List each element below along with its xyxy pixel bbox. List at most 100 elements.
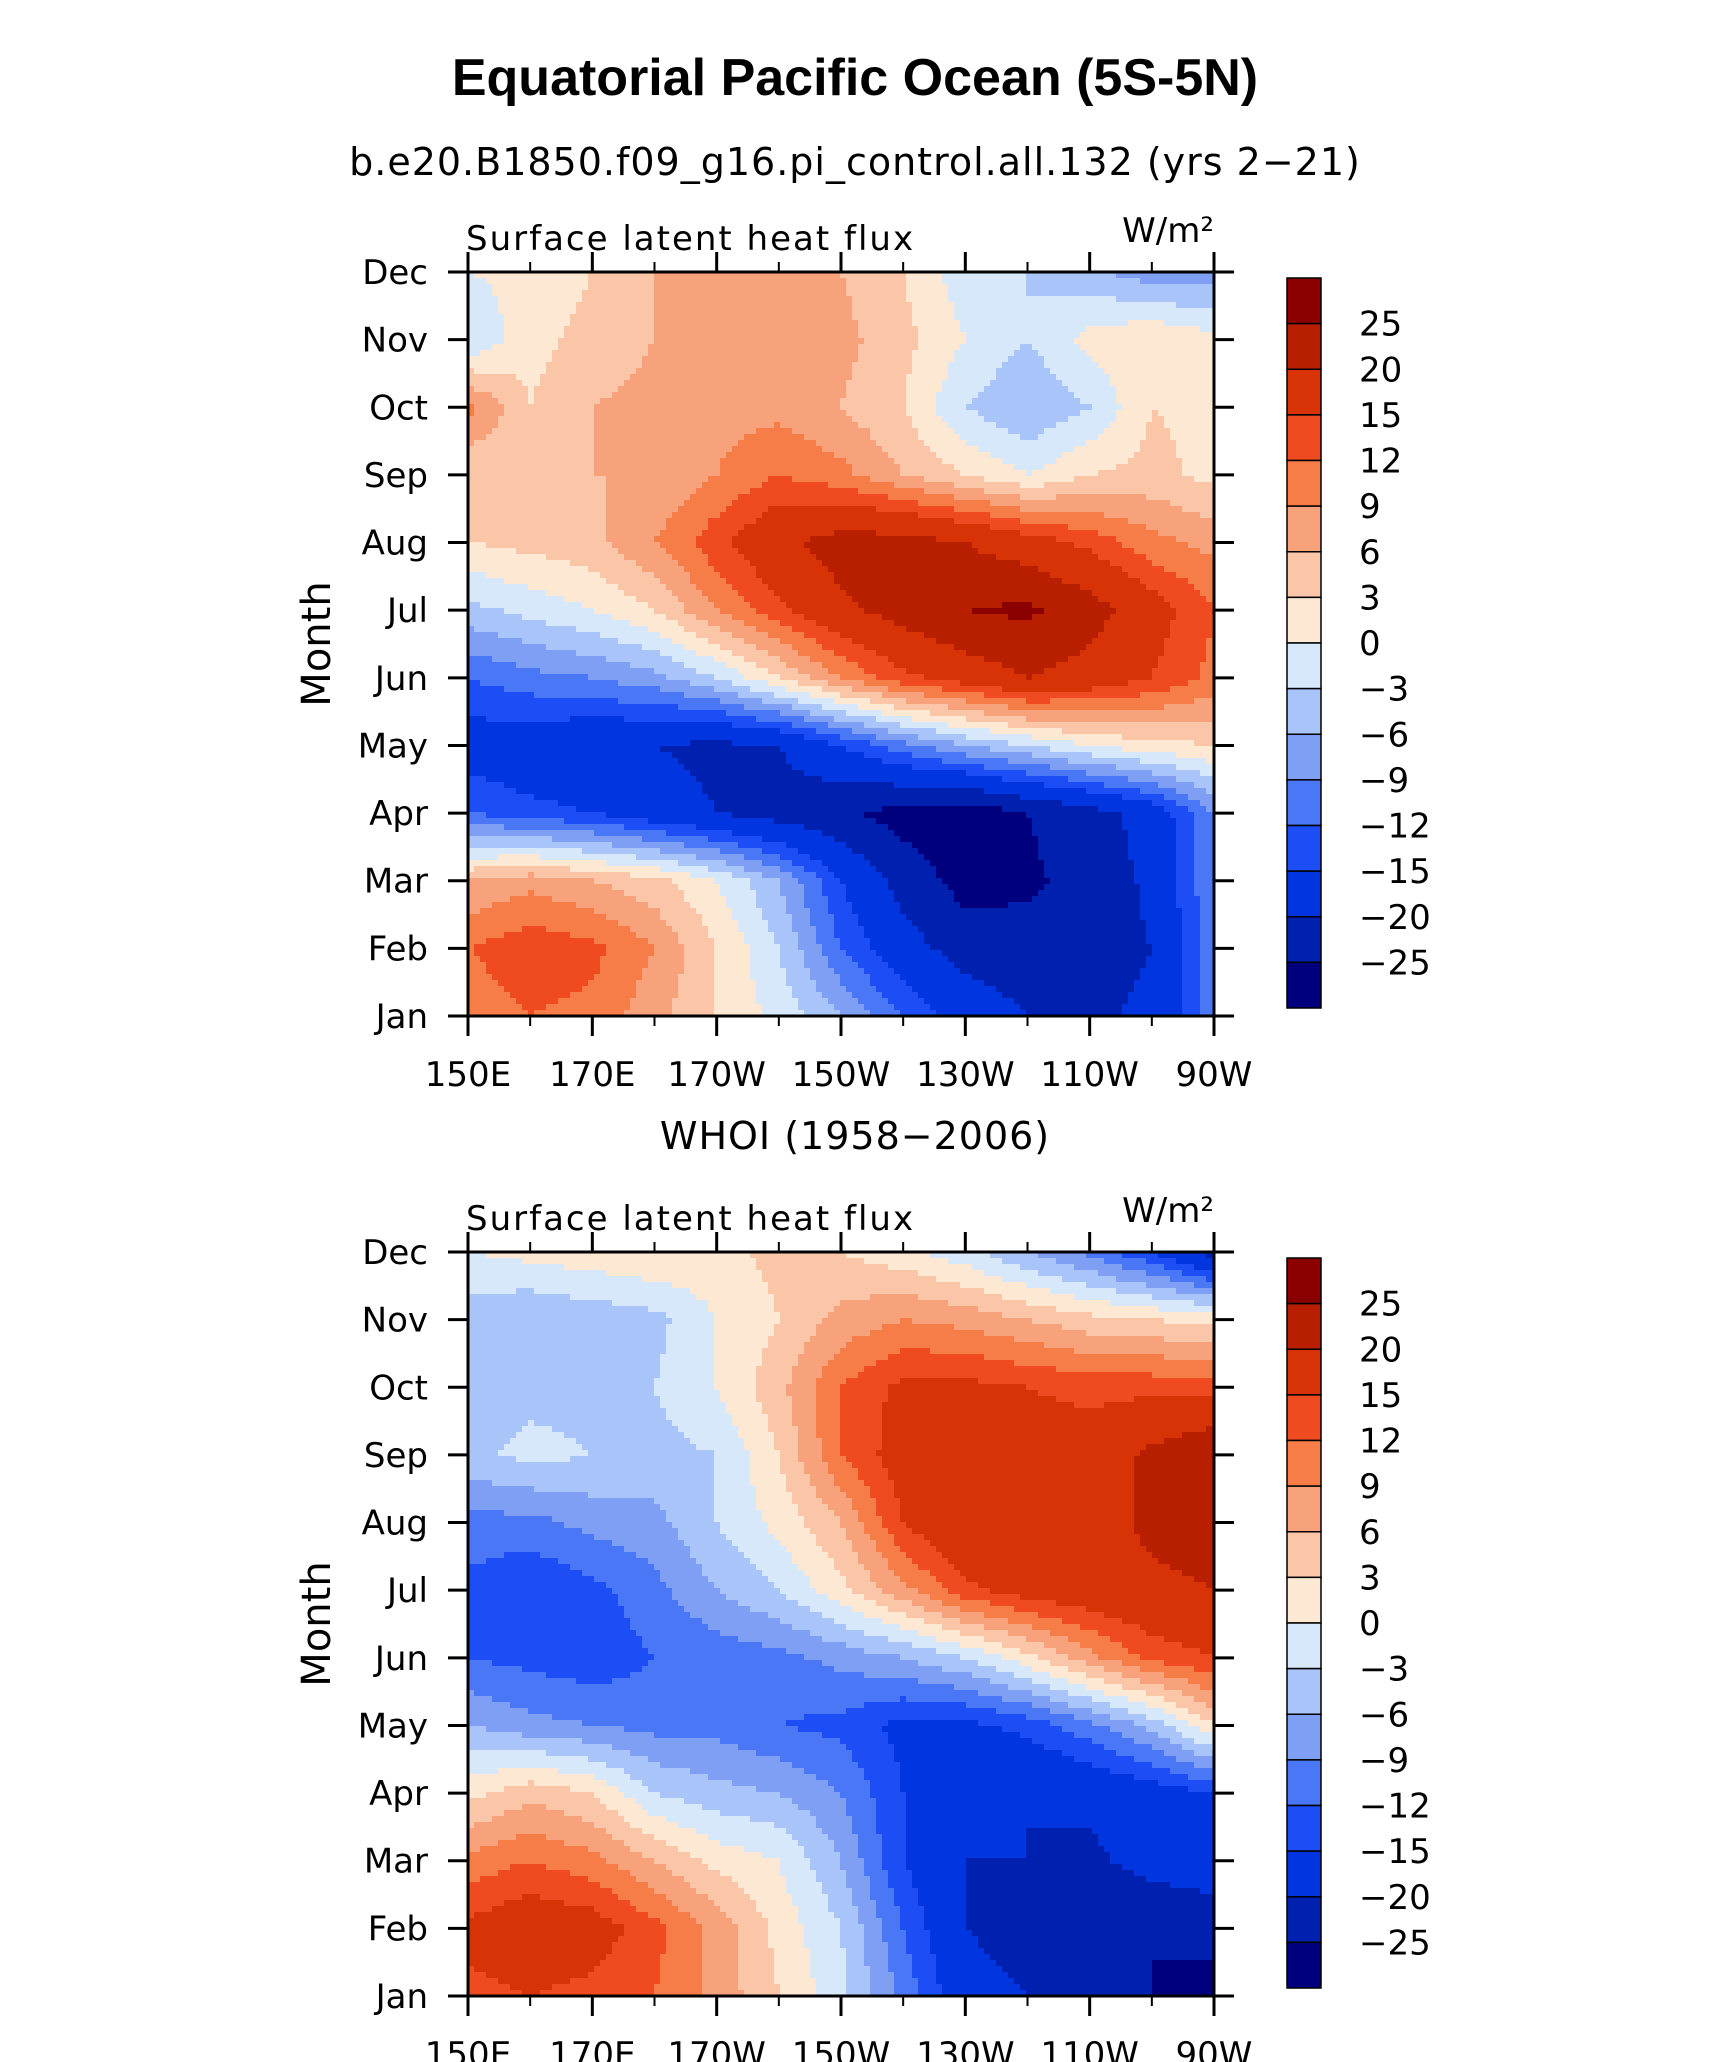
heatmap-cell <box>876 398 883 405</box>
heatmap-cell <box>1050 356 1057 363</box>
heatmap-cell <box>1068 440 1075 447</box>
heatmap-cell <box>894 344 901 351</box>
heatmap-cell <box>978 350 985 357</box>
heatmap-cell <box>738 422 745 429</box>
heatmap-cell <box>1008 434 1015 441</box>
heatmap-cell <box>954 380 961 387</box>
heatmap-cell <box>1008 338 1015 345</box>
heatmap-cell <box>1152 308 1159 315</box>
heatmap-cell <box>1176 278 1183 285</box>
heatmap-cell <box>552 344 559 351</box>
heatmap-cell <box>642 368 649 375</box>
heatmap-cell <box>792 446 799 453</box>
heatmap-cell <box>1092 356 1099 363</box>
heatmap-cell <box>1044 284 1051 291</box>
heatmap-cell <box>1104 380 1111 387</box>
heatmap-cell <box>624 368 631 375</box>
heatmap-cell <box>798 410 805 417</box>
heatmap-cell <box>906 440 913 447</box>
heatmap-cell <box>942 404 949 411</box>
heatmap-cell <box>1206 290 1213 297</box>
heatmap-cell <box>972 338 979 345</box>
heatmap-cell <box>972 350 979 357</box>
heatmap-cell <box>816 434 823 441</box>
heatmap-cell <box>522 344 529 351</box>
heatmap-cell <box>714 368 721 375</box>
heatmap-cell <box>732 410 739 417</box>
heatmap-cell <box>1128 428 1135 435</box>
heatmap-cell <box>846 350 853 357</box>
heatmap-cell <box>510 290 517 297</box>
heatmap-cell <box>510 380 517 387</box>
heatmap-cell <box>654 290 661 297</box>
heatmap-cell <box>960 416 967 423</box>
heatmap-cell <box>768 452 775 459</box>
heatmap-cell <box>564 422 571 429</box>
heatmap-cell <box>1056 380 1063 387</box>
heatmap-cell <box>522 392 529 399</box>
heatmap-cell <box>672 308 679 315</box>
heatmap-cell <box>1134 338 1141 345</box>
heatmap-cell <box>1020 332 1027 339</box>
heatmap-cell <box>1002 446 1009 453</box>
heatmap-cell <box>1164 350 1171 357</box>
heatmap-cell <box>1068 332 1075 339</box>
heatmap-cell <box>618 338 625 345</box>
heatmap-cell <box>792 458 799 465</box>
heatmap-cell <box>492 416 499 423</box>
heatmap-cell <box>1158 398 1165 405</box>
heatmap-cell <box>1068 410 1075 417</box>
heatmap-cell <box>834 350 841 357</box>
heatmap-cell <box>894 386 901 393</box>
heatmap-cell <box>1056 290 1063 297</box>
heatmap-cell <box>504 332 511 339</box>
heatmap-cell <box>900 374 907 381</box>
heatmap-cell <box>486 320 493 327</box>
heatmap-cell <box>1098 386 1105 393</box>
heatmap-cell <box>552 362 559 369</box>
heatmap-cell <box>780 332 787 339</box>
heatmap-cell <box>714 344 721 351</box>
heatmap-cell <box>582 452 589 459</box>
heatmap-cell <box>1158 440 1165 447</box>
heatmap-cell <box>1074 374 1081 381</box>
heatmap-cell <box>900 278 907 285</box>
heatmap-cell <box>876 458 883 465</box>
heatmap-cell <box>708 392 715 399</box>
heatmap-cell <box>774 320 781 327</box>
heatmap-cell <box>612 410 619 417</box>
heatmap-cell <box>888 362 895 369</box>
heatmap-cell <box>1200 386 1207 393</box>
heatmap-cell <box>876 446 883 453</box>
heatmap-cell <box>594 404 601 411</box>
heatmap-cell <box>594 434 601 441</box>
heatmap-cell <box>816 392 823 399</box>
heatmap-cell <box>732 446 739 453</box>
heatmap-cell <box>1182 332 1189 339</box>
heatmap-cell <box>498 446 505 453</box>
heatmap-cell <box>846 362 853 369</box>
heatmap-cell <box>1188 314 1195 321</box>
heatmap-cell <box>972 332 979 339</box>
heatmap-cell <box>768 386 775 393</box>
heatmap-cell <box>630 368 637 375</box>
heatmap-cell <box>894 314 901 321</box>
heatmap-cell <box>1074 344 1081 351</box>
heatmap-cell <box>828 440 835 447</box>
heatmap-cell <box>894 284 901 291</box>
heatmap-cell <box>822 296 829 303</box>
heatmap-cell <box>864 326 871 333</box>
heatmap-cell <box>1098 302 1105 309</box>
heatmap-cell <box>1074 452 1081 459</box>
heatmap-cell <box>732 338 739 345</box>
heatmap-cell <box>750 368 757 375</box>
heatmap-cell <box>846 428 853 435</box>
heatmap-cell <box>504 362 511 369</box>
heatmap-cell <box>588 338 595 345</box>
heatmap-cell <box>654 302 661 309</box>
heatmap-cell <box>696 374 703 381</box>
heatmap-cell <box>684 428 691 435</box>
heatmap-cell <box>972 416 979 423</box>
heatmap-cell <box>690 314 697 321</box>
heatmap-cell <box>990 374 997 381</box>
